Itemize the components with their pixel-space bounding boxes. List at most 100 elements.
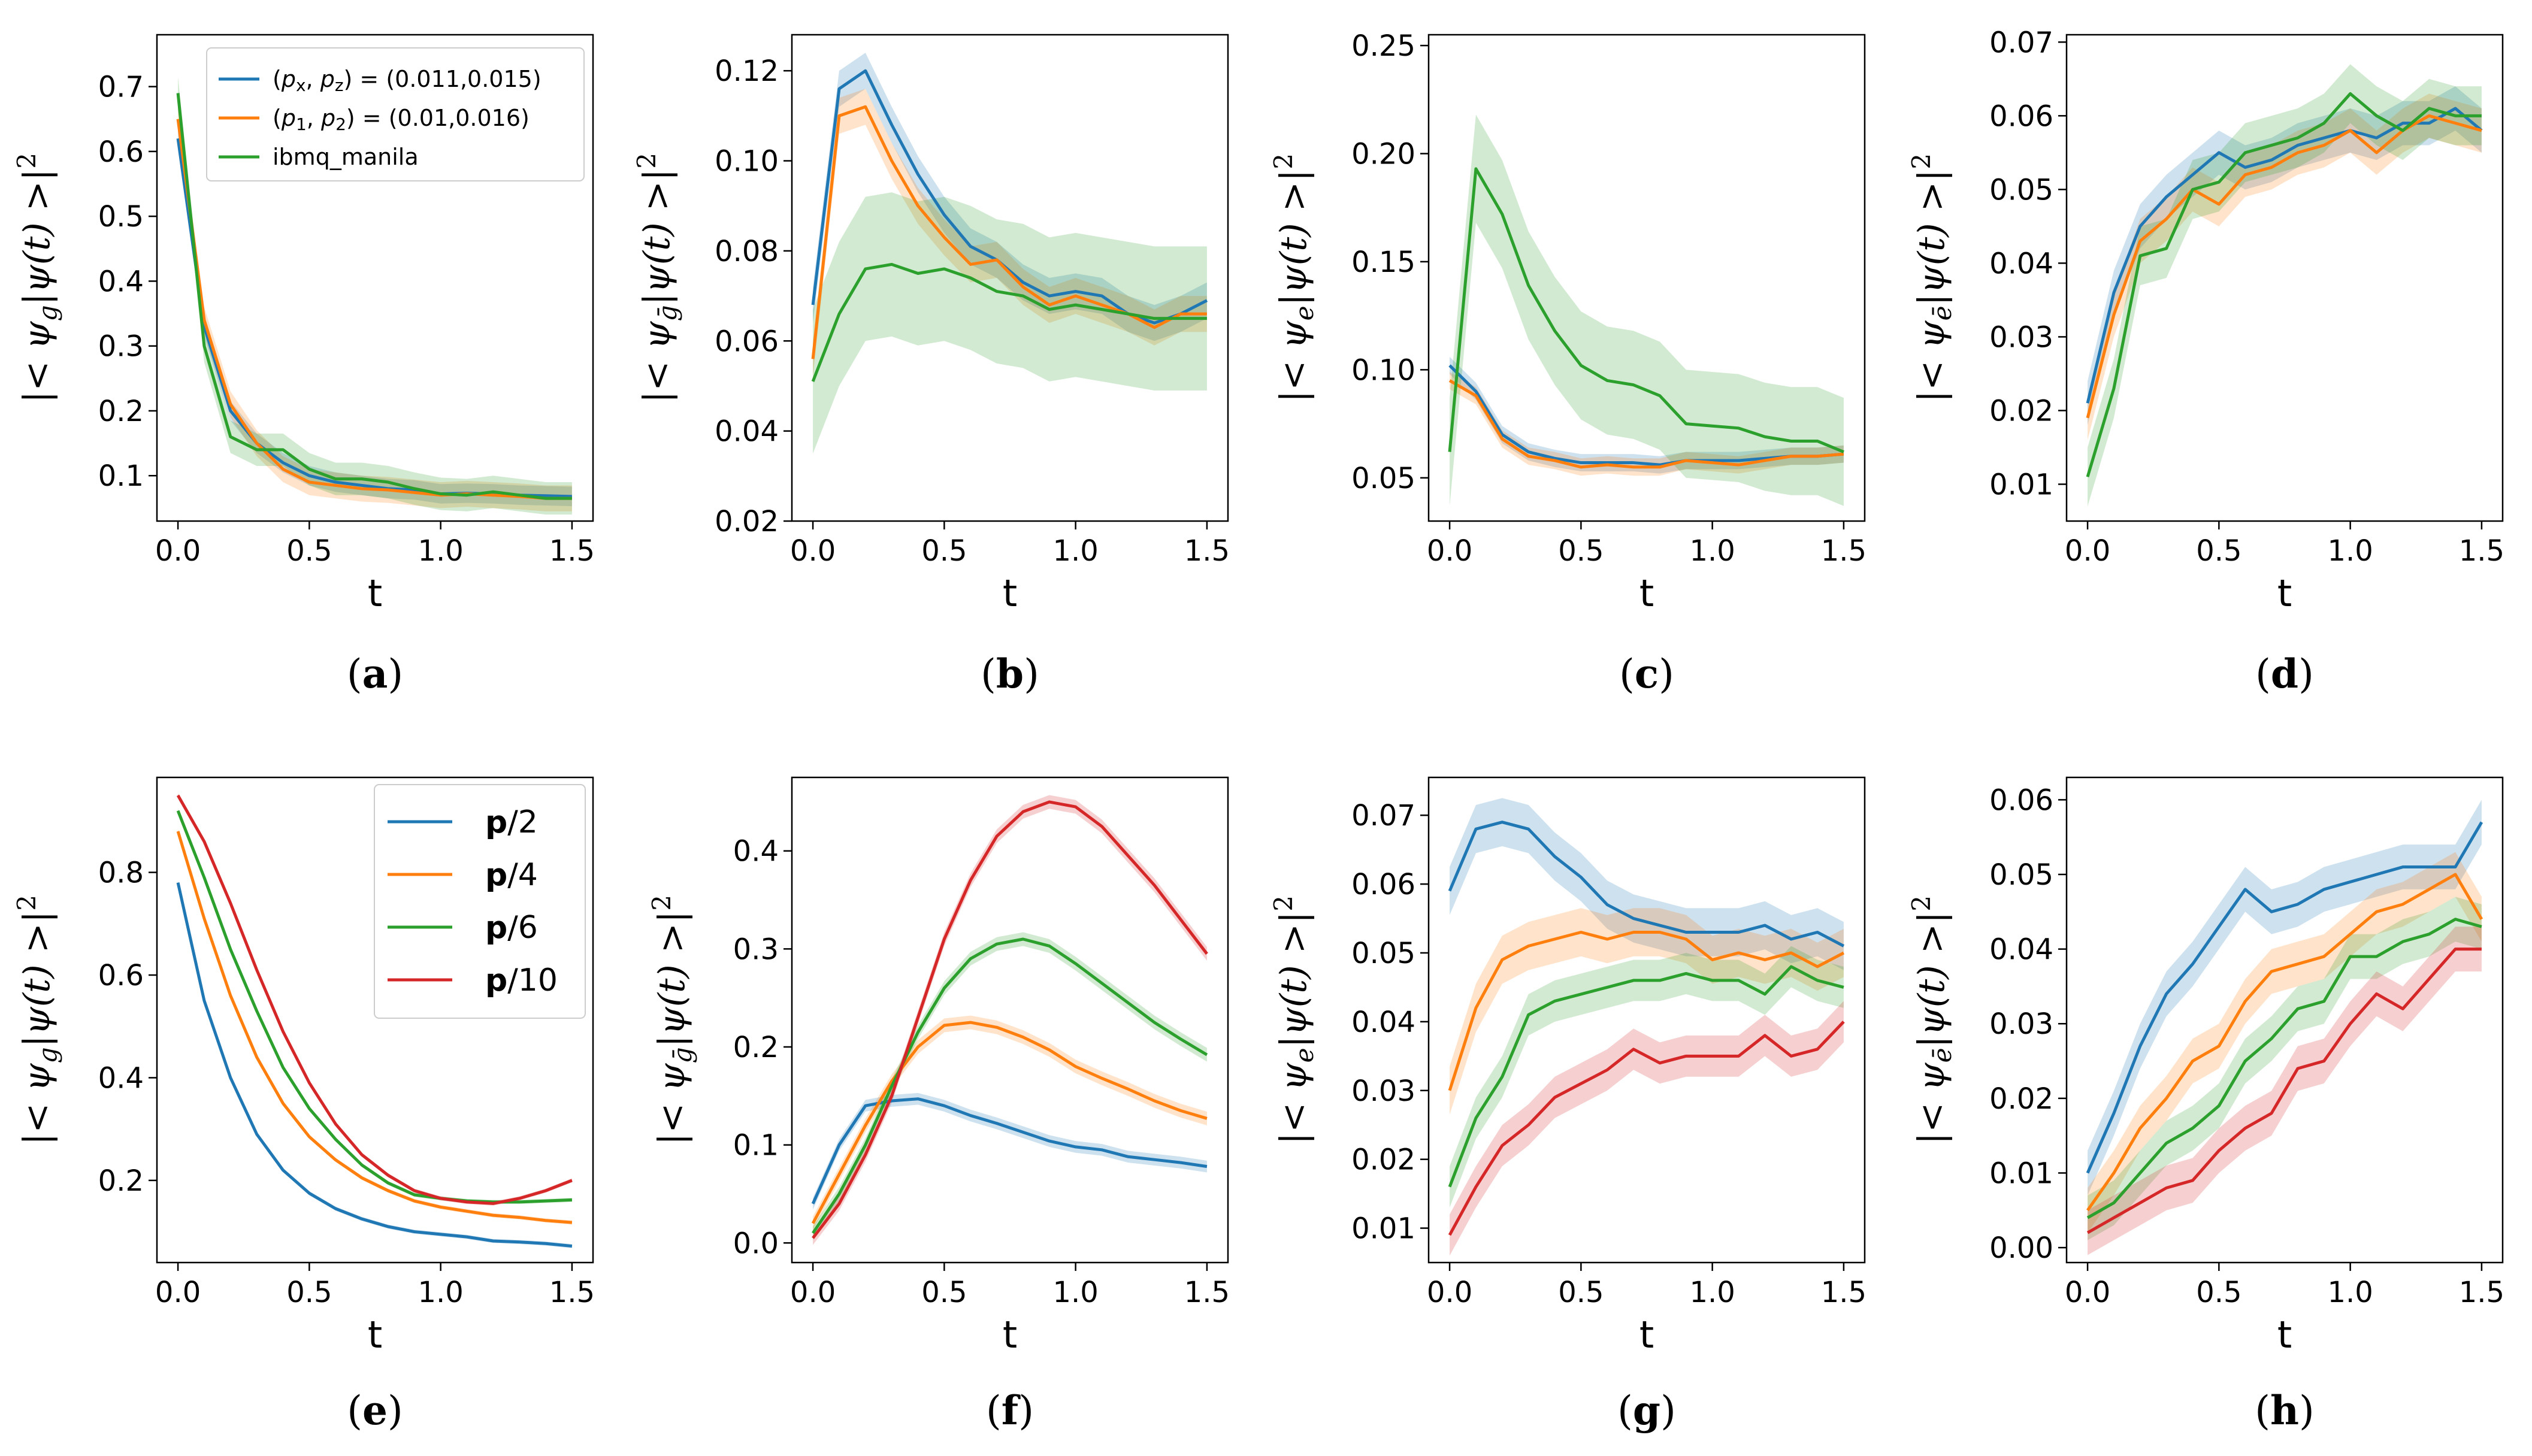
ytick-label-b-2: 0.06 xyxy=(715,325,779,358)
ytick-label-h-3: 0.03 xyxy=(1989,1007,2053,1041)
ytick-label-g-3: 0.04 xyxy=(1351,1006,1415,1039)
xtick-label-a-0: 0.0 xyxy=(155,534,201,568)
ytick-label-a-3: 0.4 xyxy=(98,265,144,298)
band-g-0 xyxy=(1450,798,1844,970)
band-h-1 xyxy=(2088,852,2482,1233)
xtick-label-f-0: 0.0 xyxy=(790,1276,836,1309)
band-d-0 xyxy=(2088,86,2482,426)
xtick-label-h-2: 1.0 xyxy=(2327,1276,2373,1309)
series-line-b-0 xyxy=(811,69,1208,325)
axes-frame-c xyxy=(1427,34,1866,522)
chart-h: 0.0 0.5 1.0 1.5 0.00 0.01 0.02 0.03 0.04 0.05 0.06… xyxy=(1907,776,2504,1434)
series-line-c-1 xyxy=(1448,379,1844,469)
chart-d: 0.0 0.5 1.0 1.5 0.01 0.02 0.03 0.04 0.05 0.06 0.07… xyxy=(1907,26,2504,697)
xtick-label-h-1: 0.5 xyxy=(2196,1276,2241,1309)
xtick-label-g-3: 1.5 xyxy=(1821,1276,1867,1309)
xlabel-a: t xyxy=(368,571,382,615)
series-line-f-2 xyxy=(812,937,1208,1234)
series-line-b-1 xyxy=(811,105,1207,359)
xtick-label-d-1: 0.5 xyxy=(2196,534,2241,568)
xtick-label-c-2: 1.0 xyxy=(1689,534,1735,568)
ytick-label-e-1: 0.4 xyxy=(98,1061,144,1095)
ytick-label-a-1: 0.2 xyxy=(98,395,144,428)
plot-area-f xyxy=(811,795,1208,1245)
ytick-label-g-5: 0.06 xyxy=(1351,868,1415,901)
ytick-label-d-2: 0.03 xyxy=(1989,320,2053,354)
ytick-label-g-1: 0.02 xyxy=(1351,1143,1415,1177)
xtick-label-a-3: 1.5 xyxy=(549,534,595,568)
xlabel-f: t xyxy=(1003,1313,1017,1357)
xtick-label-d-0: 0.0 xyxy=(2065,534,2110,568)
ytick-label-a-4: 0.5 xyxy=(98,200,144,234)
xtick-label-a-2: 1.0 xyxy=(418,534,463,568)
series-line-c-2 xyxy=(1448,167,1844,453)
series-line-h-0 xyxy=(2086,821,2483,1174)
ylabel-e: |< ψg|ψ(t) >|2 xyxy=(12,895,62,1145)
series-line-e-1 xyxy=(176,831,573,1224)
ytick-label-e-0: 0.2 xyxy=(98,1164,144,1198)
chart-f: 0.0 0.5 1.0 1.5 0.0 0.1 0.2 0.3 0.4 t |< ψḡ|ψ(t) >… xyxy=(647,776,1230,1434)
xlabel-e: t xyxy=(368,1313,382,1357)
legend-e-label-3: p/10 xyxy=(485,962,558,998)
ylabel-g: |< ψe|ψ(t) >|2 xyxy=(1269,895,1319,1145)
series-line-g-2 xyxy=(1448,965,1844,1188)
series-line-b-2 xyxy=(811,262,1207,382)
caption-h: (h) xyxy=(2255,1387,2315,1434)
ylabel-d: |< ψē|ψ(t) >|2 xyxy=(1907,153,1957,402)
band-b-2 xyxy=(813,192,1207,454)
caption-c: (c) xyxy=(1619,650,1674,697)
ytick-label-c-4: 0.25 xyxy=(1351,29,1415,63)
legend-e xyxy=(374,784,586,1019)
ytick-label-b-1: 0.04 xyxy=(715,415,779,449)
ytick-label-h-2: 0.02 xyxy=(1989,1082,2053,1116)
axes-frame-e xyxy=(156,776,594,1264)
ytick-label-g-4: 0.05 xyxy=(1351,937,1415,970)
band-h-2 xyxy=(2088,897,2482,1240)
legend-a-label-1: (p1, p2) = (0.01,0.016) xyxy=(273,105,530,134)
xtick-label-e-0: 0.0 xyxy=(155,1276,201,1309)
ytick-label-g-0: 0.01 xyxy=(1351,1212,1415,1246)
series-line-a-2 xyxy=(176,93,572,500)
plot-area-h xyxy=(2086,800,2483,1255)
ytick-label-b-5: 0.12 xyxy=(715,55,779,88)
chart-e: 0.0 0.5 1.0 1.5 0.2 0.4 0.6 0.8 t |< ψg|ψ(t) >|2 (… xyxy=(12,776,595,1434)
plot-area-g xyxy=(1448,798,1845,1256)
ytick-label-a-0: 0.1 xyxy=(98,459,144,493)
ytick-label-e-2: 0.6 xyxy=(98,959,144,992)
xlabel-g: t xyxy=(1639,1313,1654,1357)
chart-b: 0.0 0.5 1.0 1.5 0.02 0.04 0.06 0.08 0.10 0.12 t |< … xyxy=(632,34,1230,697)
ylabel-h: |< ψē|ψ(t) >|2 xyxy=(1907,895,1957,1145)
ytick-label-b-0: 0.02 xyxy=(715,505,779,538)
series-line-e-0 xyxy=(176,882,573,1248)
ytick-label-b-4: 0.10 xyxy=(715,145,779,178)
plot-area-b xyxy=(811,53,1208,454)
caption-e: (e) xyxy=(347,1387,403,1434)
xtick-label-f-1: 0.5 xyxy=(921,1276,967,1309)
ytick-label-f-3: 0.3 xyxy=(733,933,779,966)
plot-area-c xyxy=(1448,114,1844,506)
series-line-d-2 xyxy=(2086,92,2482,477)
axes-frame-b xyxy=(791,34,1229,522)
series-line-h-1 xyxy=(2086,873,2483,1212)
caption-b: (b) xyxy=(981,650,1039,697)
ytick-label-h-4: 0.04 xyxy=(1989,933,2053,967)
series-line-g-0 xyxy=(1448,821,1845,948)
xtick-label-e-2: 1.0 xyxy=(418,1276,463,1309)
ylabel-a: |< ψg|ψ(t) >|2 xyxy=(12,153,62,403)
caption-g: (g) xyxy=(1617,1387,1676,1434)
ytick-label-g-6: 0.07 xyxy=(1351,799,1415,833)
xtick-label-b-3: 1.5 xyxy=(1184,534,1230,568)
ytick-label-f-2: 0.2 xyxy=(733,1031,779,1064)
legend-e-label-1: p/4 xyxy=(485,857,538,893)
legend-a-label-0: (px, pz) = (0.011,0.015) xyxy=(273,66,542,95)
ytick-label-h-1: 0.01 xyxy=(1989,1157,2053,1190)
axes-frame-g xyxy=(1427,776,1866,1264)
legend-e-label-2: p/6 xyxy=(485,910,538,946)
band-d-2 xyxy=(2088,64,2482,507)
caption-a: (a) xyxy=(347,650,403,697)
band-f-2 xyxy=(813,932,1207,1240)
xtick-label-e-3: 1.5 xyxy=(549,1276,595,1309)
plot-area-e xyxy=(176,793,573,1248)
ytick-label-d-5: 0.06 xyxy=(1989,99,2053,133)
band-h-0 xyxy=(2088,800,2482,1195)
